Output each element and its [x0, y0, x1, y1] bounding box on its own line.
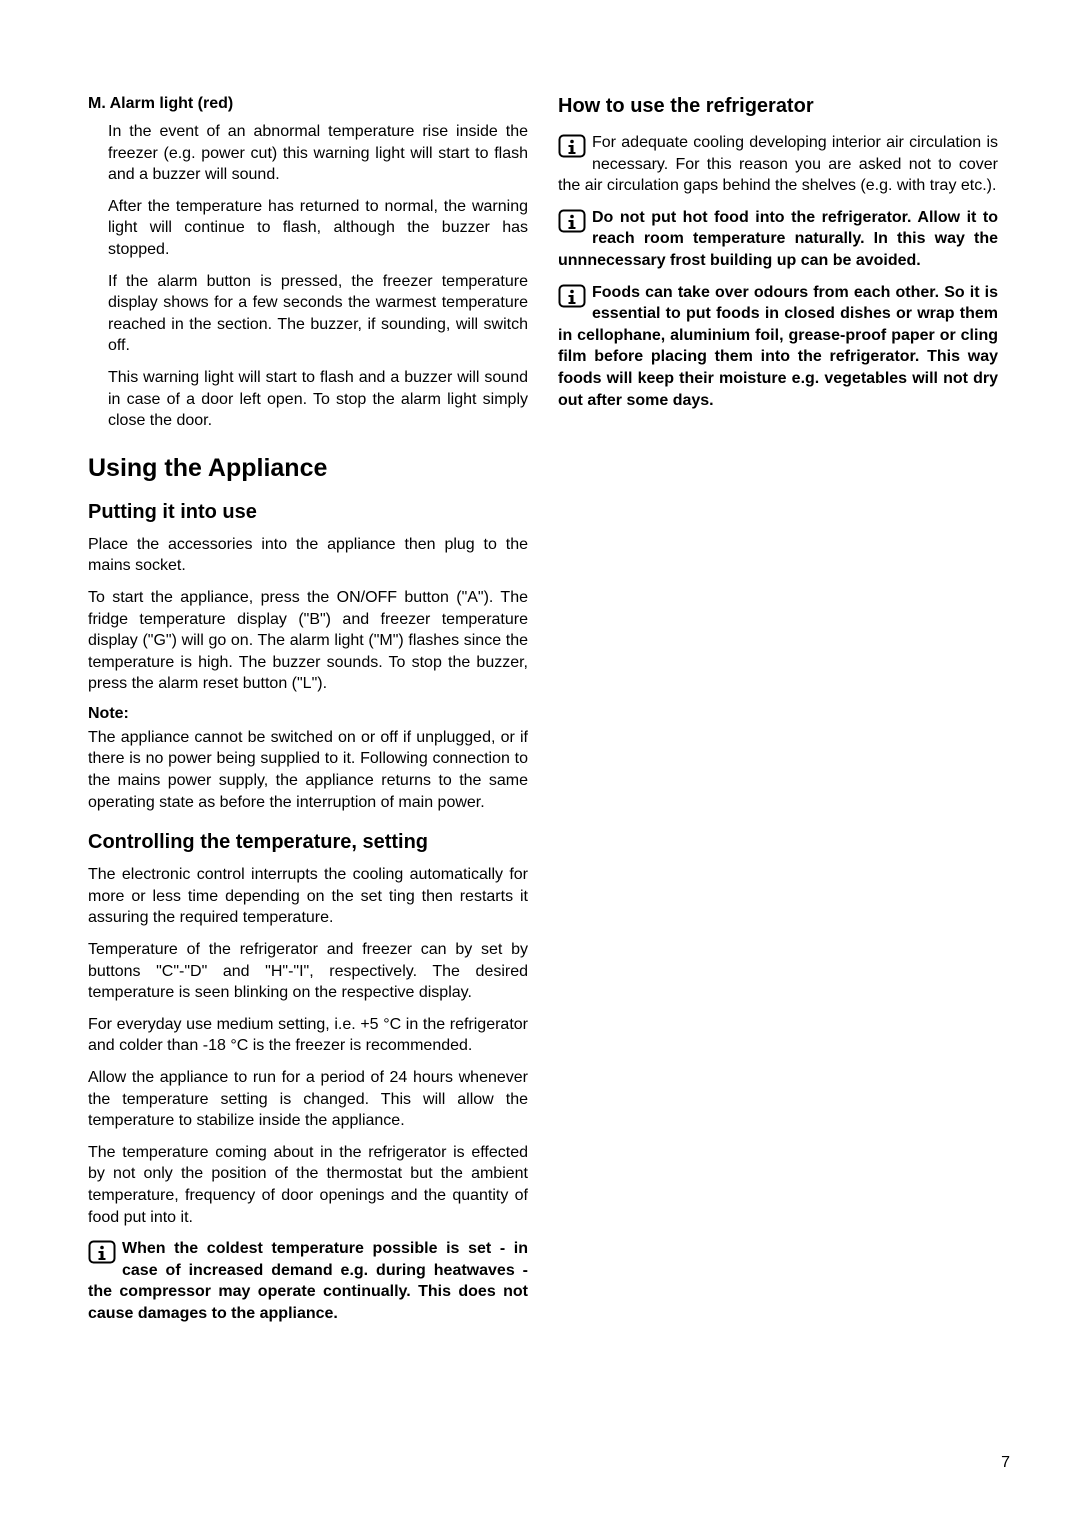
warning-odours: Foods can take over odours from each oth… — [558, 282, 998, 412]
alarm-light-heading: M. Alarm light (red) — [88, 95, 528, 113]
note-label: Note: — [88, 705, 528, 723]
putting-into-use-heading: Putting it into use — [88, 501, 528, 524]
warning-text: Do not put hot food into the refrigerato… — [558, 209, 998, 269]
alarm-paragraph: This warning light will start to flash a… — [88, 367, 528, 432]
info-air-circulation: For adequate cooling developing interior… — [558, 132, 998, 197]
info-icon — [558, 284, 586, 308]
controlling-temperature-heading: Controlling the temperature, setting — [88, 831, 528, 854]
page-number: 7 — [1001, 1454, 1010, 1472]
warning-text: When the coldest temperature possible is… — [88, 1240, 528, 1322]
info-text: For adequate cooling developing interior… — [558, 134, 998, 194]
using-appliance-heading: Using the Appliance — [88, 454, 528, 483]
controlling-paragraph: Temperature of the refrigerator and free… — [88, 939, 528, 1004]
info-icon — [558, 209, 586, 233]
alarm-paragraph: If the alarm button is pressed, the free… — [88, 271, 528, 357]
putting-paragraph: The appliance cannot be switched on or o… — [88, 727, 528, 813]
warning-coldest-temp: When the coldest temperature possible is… — [88, 1238, 528, 1324]
alarm-paragraph: After the temperature has returned to no… — [88, 196, 528, 261]
manual-page: M. Alarm light (red) In the event of an … — [0, 0, 1080, 1527]
info-icon — [558, 134, 586, 158]
alarm-paragraph: In the event of an abnormal temperature … — [88, 121, 528, 186]
info-icon — [88, 1240, 116, 1264]
two-column-layout: M. Alarm light (red) In the event of an … — [88, 95, 1010, 1335]
warning-hot-food: Do not put hot food into the refrigerato… — [558, 207, 998, 272]
controlling-paragraph: The temperature coming about in the refr… — [88, 1142, 528, 1228]
controlling-paragraph: For everyday use medium setting, i.e. +5… — [88, 1014, 528, 1057]
right-column: How to use the refrigerator For adequate… — [558, 95, 998, 1335]
putting-paragraph: To start the appliance, press the ON/OFF… — [88, 587, 528, 695]
left-column: M. Alarm light (red) In the event of an … — [88, 95, 528, 1335]
controlling-paragraph: Allow the appliance to run for a period … — [88, 1067, 528, 1132]
controlling-paragraph: The electronic control interrupts the co… — [88, 864, 528, 929]
how-to-use-heading: How to use the refrigerator — [558, 95, 998, 118]
warning-text: Foods can take over odours from each oth… — [558, 284, 998, 409]
putting-paragraph: Place the accessories into the appliance… — [88, 534, 528, 577]
